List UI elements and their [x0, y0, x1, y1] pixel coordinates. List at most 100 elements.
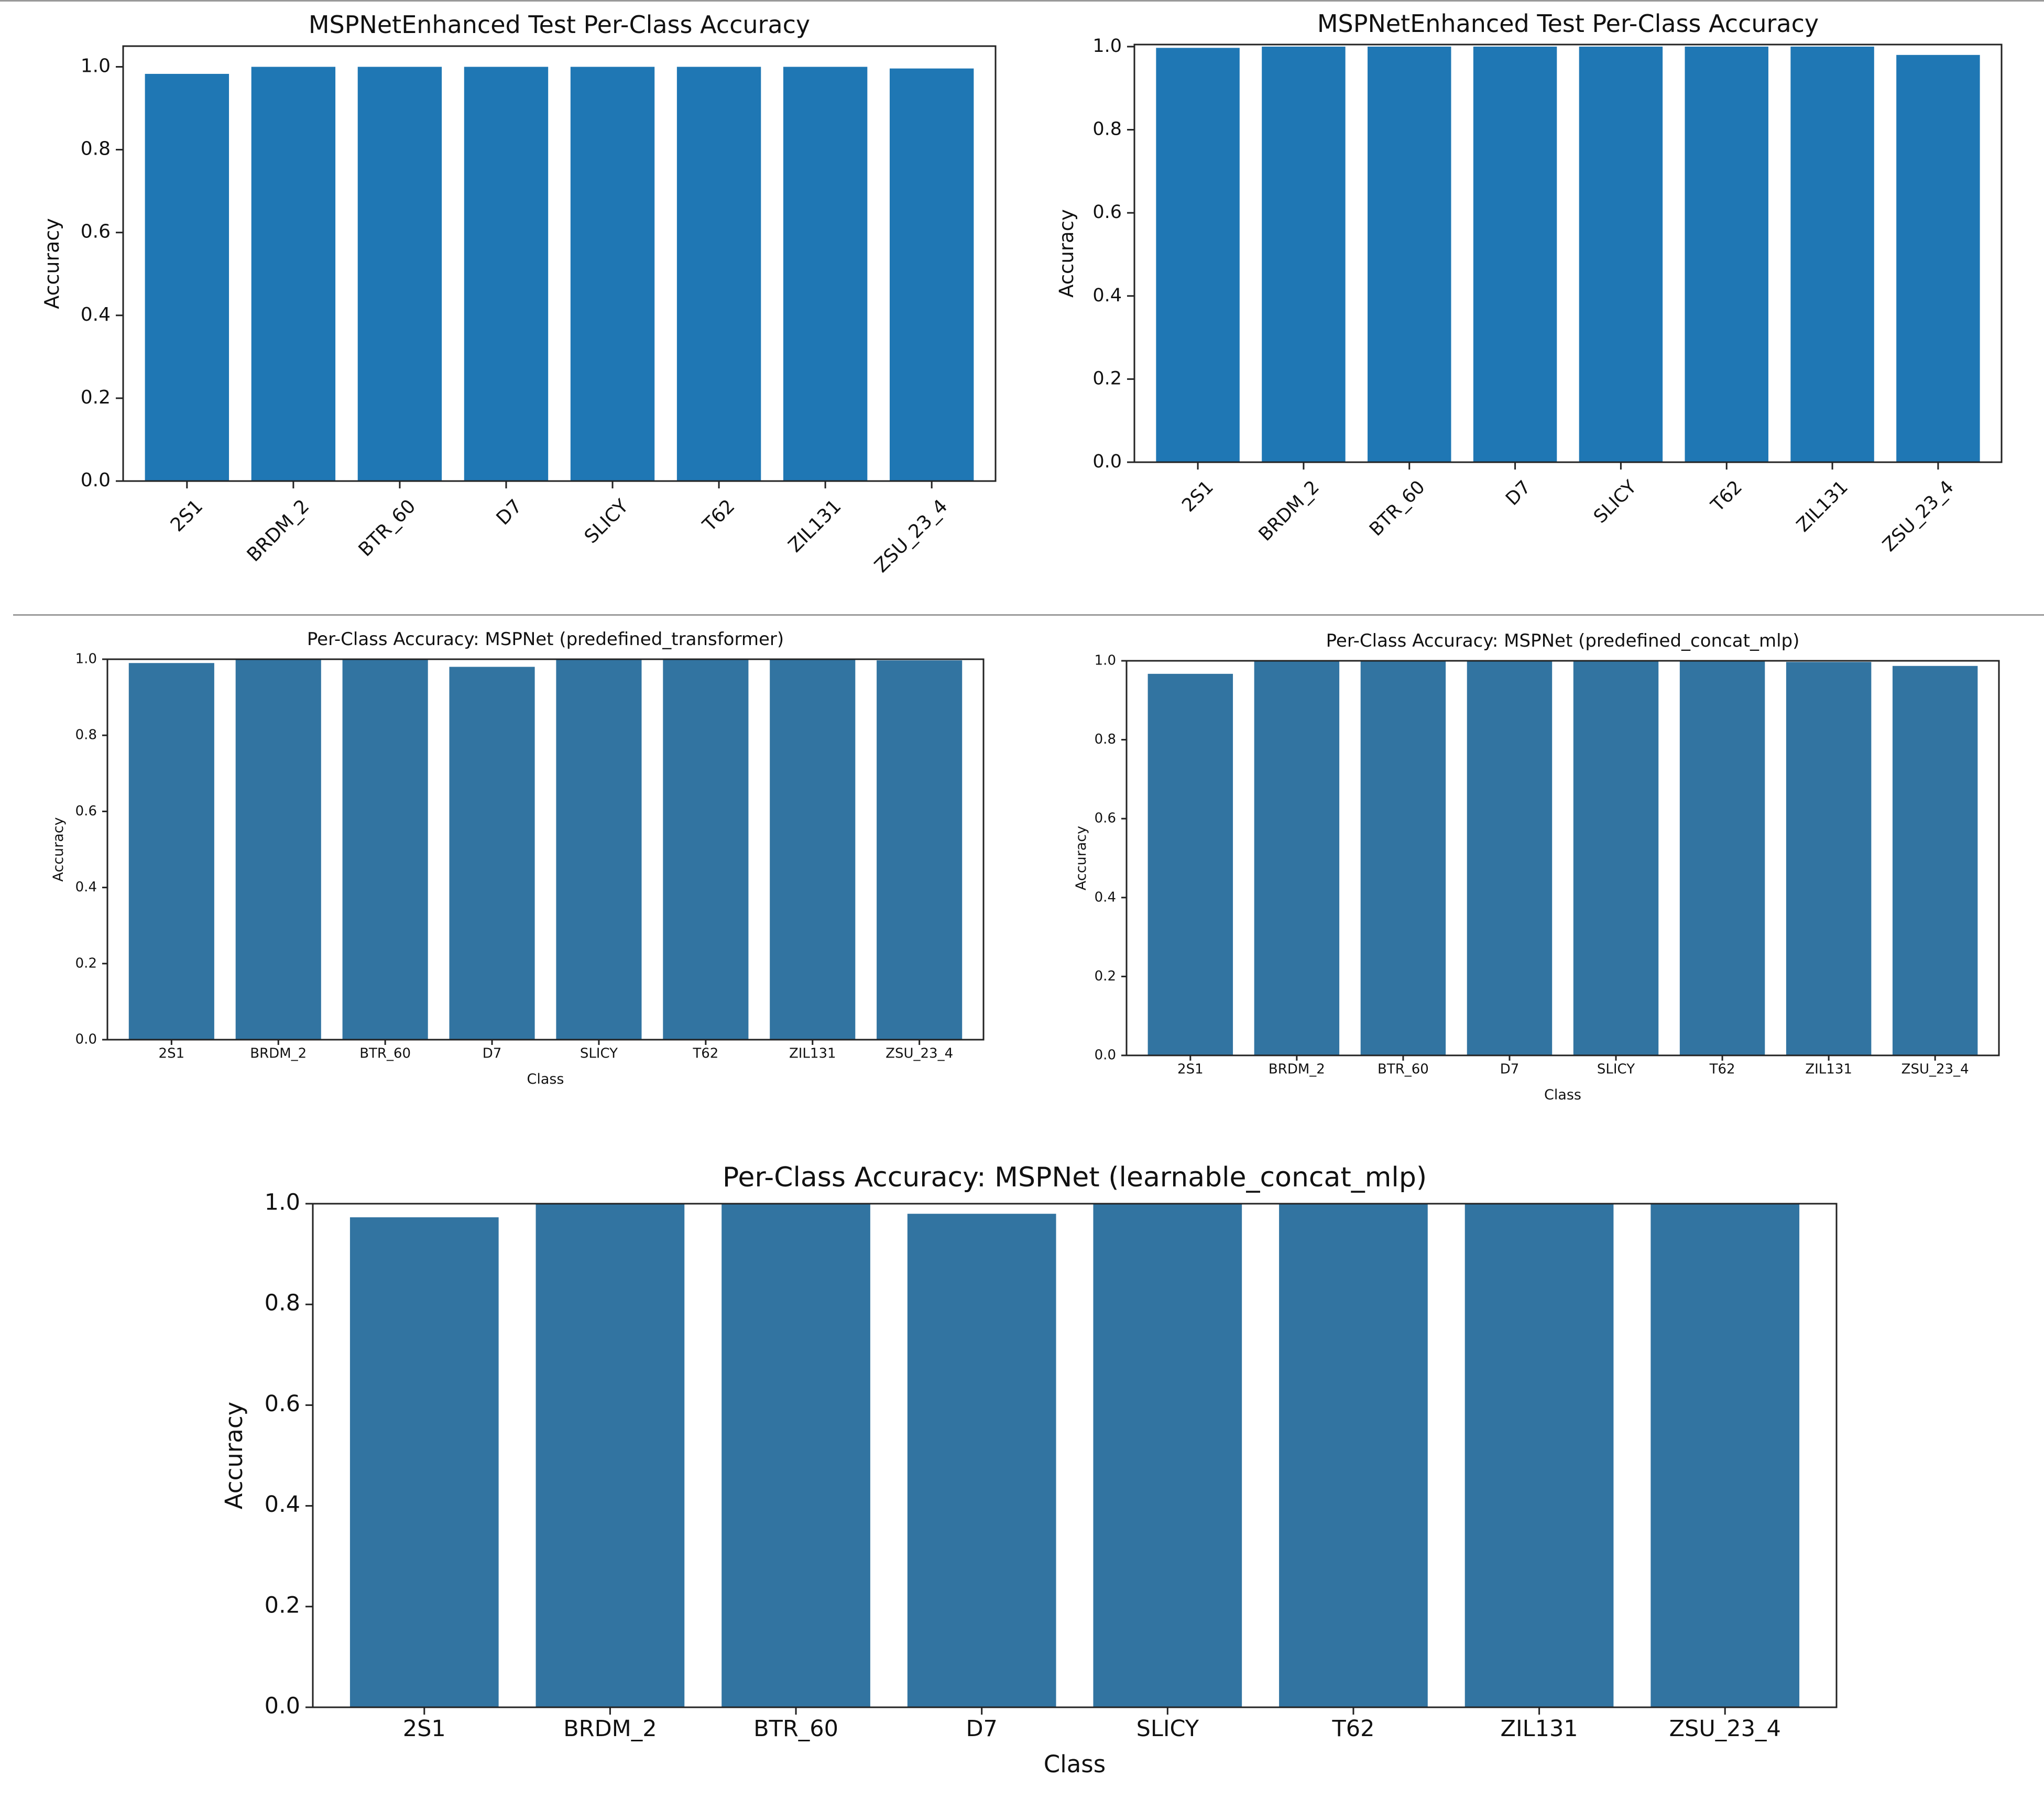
y-tick-label: 1.0	[75, 651, 97, 667]
x-tick-label: BRDM_2	[1255, 477, 1324, 546]
x-tick-label: ZIL131	[1805, 1062, 1852, 1077]
x-tick-label: ZSU_23_4	[886, 1046, 953, 1062]
y-tick-label: 0.0	[1095, 1048, 1116, 1063]
y-tick-label: 0.4	[1092, 285, 1122, 306]
chart-learnable-concat-mlp: Per-Class Accuracy: MSPNet (learnable_co…	[220, 1162, 1838, 1778]
x-tick-label: BTR_60	[753, 1716, 838, 1742]
plot-frame	[1125, 660, 2000, 1056]
chart-title: MSPNetEnhanced Test Per-Class Accuracy	[309, 10, 810, 39]
y-tick-label: 0.8	[1095, 732, 1116, 747]
x-tick-label: ZSU_23_4	[1669, 1716, 1781, 1742]
bar-slicy	[1573, 661, 1659, 1055]
x-tick-label: SLICY	[581, 495, 633, 548]
bar-brdm_2	[535, 1204, 685, 1707]
chart-title: Per-Class Accuracy: MSPNet (predefined_t…	[307, 629, 784, 650]
x-tick-label: BRDM_2	[563, 1716, 657, 1742]
y-tick-label: 0.2	[265, 1592, 300, 1618]
bar-btr_60	[1360, 661, 1446, 1055]
y-tick-label: 0.6	[265, 1391, 300, 1417]
x-tick-label: BTR_60	[1378, 1062, 1429, 1077]
x-tick-label: 2S1	[167, 495, 207, 536]
bar-zsu_23_4	[1896, 54, 1980, 463]
y-tick-label: 0.6	[1095, 811, 1116, 826]
bar-d7	[449, 667, 535, 1040]
bar-brdm_2	[1262, 46, 1346, 463]
x-tick-label: ZIL131	[789, 1046, 836, 1062]
x-tick-label: ZIL131	[1792, 477, 1852, 537]
y-tick-label: 0.2	[75, 955, 97, 971]
chart-enhanced-1: MSPNetEnhanced Test Per-Class Accuracy A…	[40, 10, 997, 577]
bar-zsu_23_4	[1650, 1204, 1800, 1707]
x-axis-label: Class	[527, 1071, 564, 1087]
x-tick-label: BRDM_2	[243, 495, 314, 566]
bar-2s1	[145, 73, 229, 481]
bar-2s1	[349, 1217, 499, 1707]
bar-d7	[1473, 46, 1557, 463]
x-tick-label: ZIL131	[1500, 1716, 1578, 1742]
plot-frame	[122, 45, 997, 482]
y-tick-label: 0.4	[265, 1491, 300, 1518]
bar-slicy	[556, 659, 642, 1040]
x-tick-label: D7	[966, 1716, 997, 1742]
y-tick-label: 0.0	[75, 1032, 97, 1048]
y-tick-label: 0.8	[265, 1290, 300, 1316]
y-tick-label: 1.0	[1092, 36, 1122, 57]
chart-enhanced-2: MSPNetEnhanced Test Per-Class Accuracy A…	[1055, 9, 2003, 556]
bar-slicy	[1093, 1204, 1242, 1707]
y-axis-label: Accuracy	[220, 1402, 248, 1509]
x-tick-label: 2S1	[1178, 477, 1218, 516]
x-tick-label: D7	[483, 1046, 502, 1062]
bar-zil131	[1790, 46, 1874, 463]
y-axis-label: Accuracy	[1055, 209, 1078, 298]
bar-zil131	[783, 67, 868, 482]
x-tick-label: T62	[1331, 1716, 1374, 1742]
y-axis-label: Accuracy	[40, 218, 63, 309]
bar-brdm_2	[1254, 661, 1340, 1055]
bar-zsu_23_4	[889, 68, 974, 481]
x-tick-label: ZSU_23_4	[1901, 1062, 1969, 1077]
y-tick-label: 0.2	[81, 387, 111, 408]
bar-brdm_2	[251, 67, 336, 482]
y-tick-label: 0.0	[81, 470, 111, 491]
x-tick-label: BRDM_2	[1269, 1062, 1325, 1077]
chart-title: MSPNetEnhanced Test Per-Class Accuracy	[1317, 9, 1819, 38]
x-tick-label: ZSU_23_4	[1879, 477, 1958, 556]
bar-t62	[1279, 1204, 1428, 1707]
plot-frame	[1133, 43, 2003, 463]
bar-zil131	[1464, 1204, 1614, 1707]
y-tick-label: 1.0	[1095, 653, 1116, 669]
x-tick-label: ZSU_23_4	[870, 495, 952, 576]
chart-title: Per-Class Accuracy: MSPNet (predefined_c…	[1326, 630, 1800, 651]
x-axis-label: Class	[1044, 1750, 1106, 1778]
x-tick-label: BTR_60	[355, 495, 420, 561]
bar-zsu_23_4	[1892, 666, 1978, 1055]
x-tick-label: 2S1	[159, 1046, 185, 1062]
chart-predefined-transformer: Per-Class Accuracy: MSPNet (predefined_t…	[50, 629, 985, 1087]
plot-frame	[106, 658, 985, 1041]
bar-btr_60	[357, 67, 442, 482]
bar-slicy	[1579, 46, 1663, 463]
x-tick-label: T62	[1707, 477, 1747, 517]
x-tick-label: T62	[1709, 1062, 1735, 1077]
y-tick-label: 0.0	[265, 1693, 300, 1719]
x-tick-label: SLICY	[580, 1046, 618, 1062]
x-tick-label: T62	[692, 1046, 718, 1062]
y-tick-label: 0.8	[1092, 119, 1122, 140]
x-tick-label: ZIL131	[784, 495, 846, 557]
bar-t62	[676, 67, 761, 482]
bar-2s1	[128, 663, 214, 1040]
bar-zil131	[1786, 662, 1872, 1055]
x-tick-label: BTR_60	[359, 1046, 411, 1062]
x-tick-label: SLICY	[1597, 1062, 1635, 1077]
y-tick-label: 0.6	[75, 803, 97, 819]
y-axis-label: Accuracy	[50, 817, 67, 881]
bar-d7	[464, 67, 549, 482]
chart-predefined-concat-mlp: Per-Class Accuracy: MSPNet (predefined_c…	[1073, 630, 2000, 1103]
bar-btr_60	[1368, 46, 1451, 463]
y-tick-label: 0.6	[81, 221, 111, 243]
bar-d7	[1467, 661, 1553, 1055]
bar-2s1	[1156, 48, 1240, 462]
y-tick-label: 1.0	[265, 1190, 300, 1216]
x-tick-label: BRDM_2	[250, 1046, 307, 1062]
